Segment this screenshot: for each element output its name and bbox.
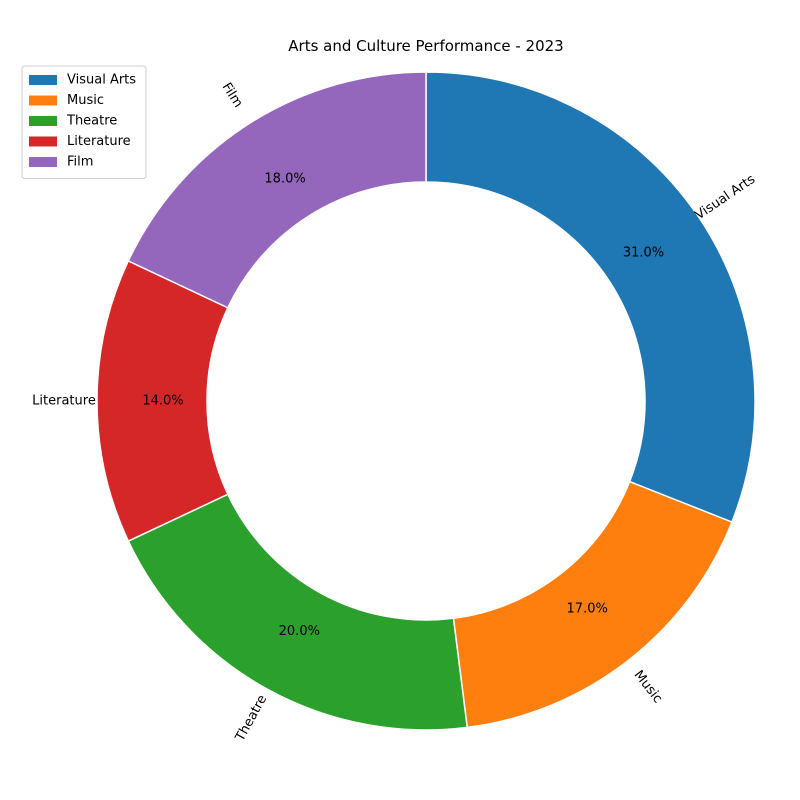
legend-label-music: Music <box>67 93 104 108</box>
percent-labels: 31.0% 17.0% 20.0% 14.0% 18.0% <box>142 171 664 639</box>
slice-label-literature: Literature <box>32 394 96 409</box>
legend-swatch-music <box>29 95 57 106</box>
slice-visual-arts <box>425 71 756 524</box>
slice-theatre <box>127 493 469 731</box>
percent-label-theatre: 20.0% <box>279 624 320 639</box>
legend-label-theatre: Theatre <box>66 114 117 129</box>
legend-label-film: Film <box>67 155 93 170</box>
chart-title: Arts and Culture Performance - 2023 <box>288 37 563 55</box>
legend-swatch-theatre <box>29 116 57 126</box>
slice-film <box>127 71 427 309</box>
slice-music <box>452 480 733 729</box>
legend-label-visual-arts: Visual Arts <box>67 73 136 88</box>
percent-label-music: 17.0% <box>567 601 608 616</box>
legend-swatch-literature <box>29 136 57 147</box>
percent-label-visual-arts: 31.0% <box>623 246 664 261</box>
percent-label-film: 18.0% <box>264 171 305 186</box>
legend-label-literature: Literature <box>67 134 131 149</box>
legend-swatch-visual-arts <box>29 75 57 85</box>
legend-swatch-film <box>29 157 57 167</box>
legend-box <box>21 65 147 179</box>
donut-slices <box>96 71 756 731</box>
legend: Visual Arts Music Theatre Literature Film <box>21 65 147 179</box>
percent-label-literature: 14.0% <box>142 394 183 409</box>
